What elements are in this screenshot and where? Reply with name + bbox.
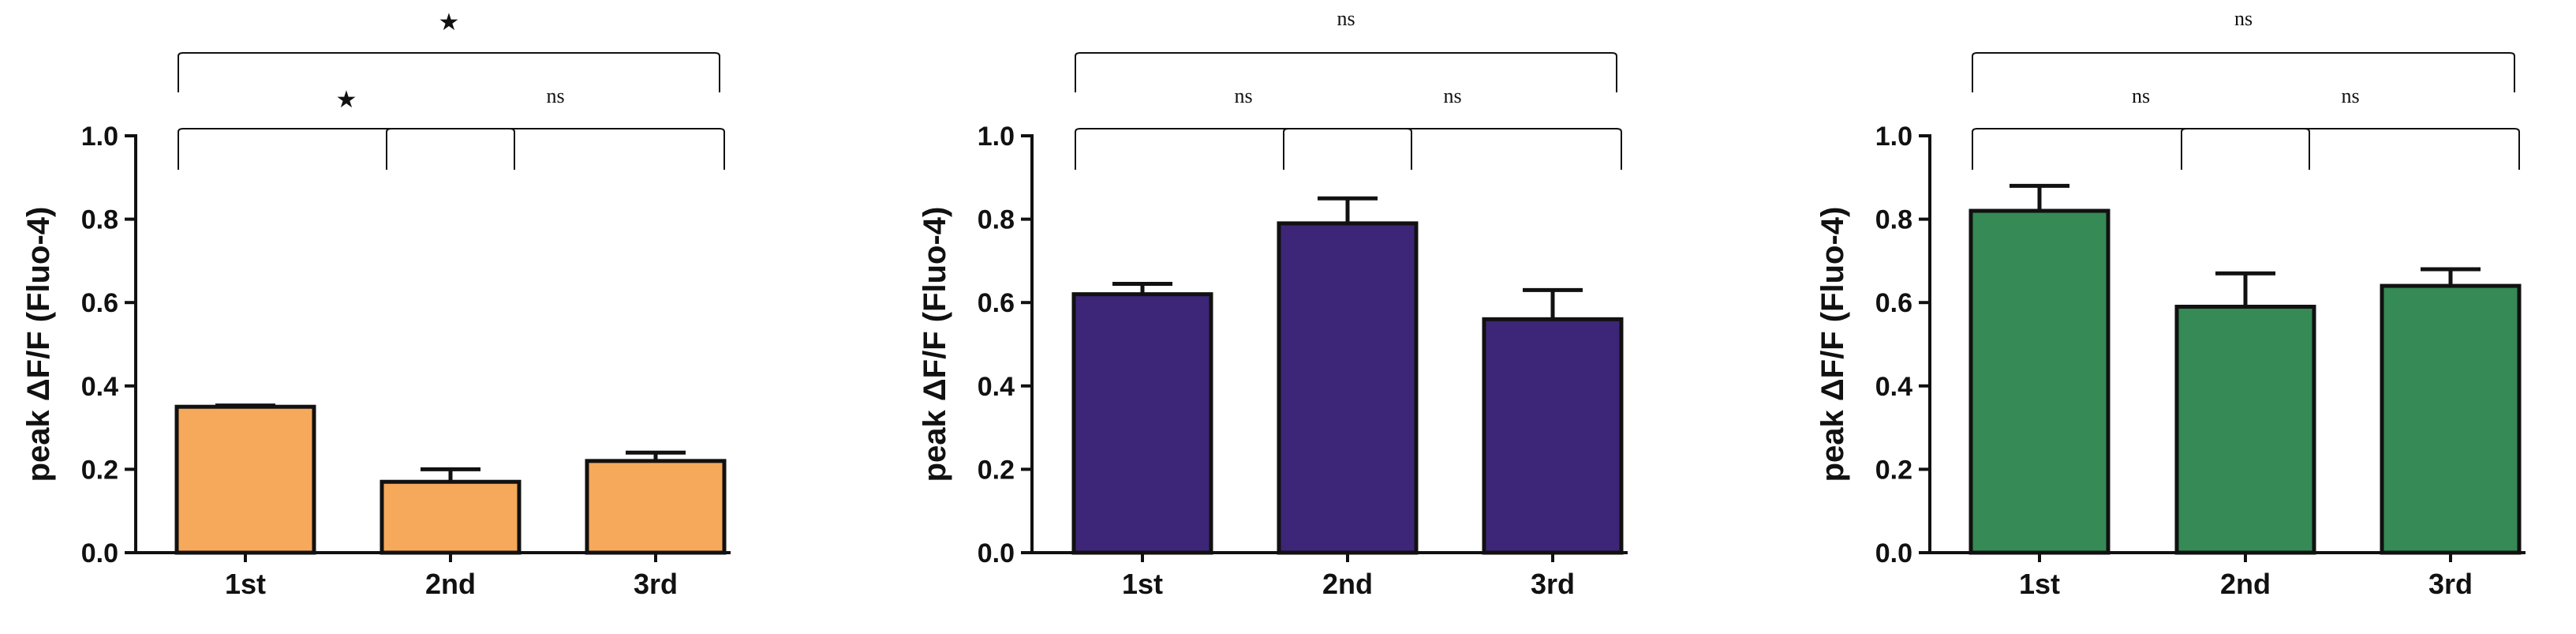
significance-bracket (1075, 52, 1617, 92)
bar (585, 459, 727, 555)
bar (379, 479, 522, 555)
significance-label: ★ (336, 86, 357, 114)
y-axis-label: peak ΔF/F (Fluo-4) (918, 207, 952, 482)
bar (1968, 208, 2111, 555)
significance-bracket (178, 52, 720, 92)
y-tick-label: 1.0 (978, 122, 1015, 152)
y-axis-label: peak ΔF/F (Fluo-4) (21, 207, 56, 482)
significance-bracket (178, 128, 515, 170)
bar (2174, 304, 2316, 555)
significance-label: ns (2341, 84, 2359, 107)
x-tick-label: 2nd (2220, 568, 2271, 600)
bar (1277, 221, 1419, 555)
y-tick-label: 0.6 (81, 288, 118, 318)
y-tick-label: 0.2 (81, 455, 118, 485)
y-tick-label: 0.6 (978, 288, 1015, 318)
bar (2380, 283, 2522, 555)
y-tick-label: 0.4 (978, 372, 1015, 402)
significance-label: ns (2234, 7, 2253, 30)
x-tick-label: 2nd (425, 568, 476, 600)
x-tick-label: 3rd (634, 568, 678, 600)
x-tick-label: 2nd (1322, 568, 1373, 600)
x-tick-label: 1st (225, 568, 266, 600)
significance-bracket (2181, 128, 2520, 170)
significance-label: ns (1234, 84, 1252, 107)
significance-label: ns (2132, 84, 2150, 107)
significance-label: ★ (439, 9, 460, 36)
y-tick-label: 0.8 (978, 205, 1015, 235)
y-tick-label: 1.0 (81, 122, 118, 152)
y-tick-label: 0.4 (1875, 372, 1912, 402)
x-tick-label: 3rd (2428, 568, 2473, 600)
y-axis-label: peak ΔF/F (Fluo-4) (1815, 207, 1850, 482)
significance-bracket (1075, 128, 1412, 170)
x-tick-label: 1st (1122, 568, 1163, 600)
significance-label: ns (1443, 84, 1461, 107)
significance-bracket (1283, 128, 1622, 170)
bar (174, 404, 316, 555)
y-tick-label: 1.0 (1875, 122, 1912, 152)
significance-label: ns (1337, 7, 1355, 30)
y-tick-label: 0.2 (978, 455, 1015, 485)
y-tick-label: 0.8 (1875, 205, 1912, 235)
y-tick-label: 0.0 (978, 538, 1015, 568)
chart-panel-2: 0.0 0.2 0.4 0.6 0.8 1.0 peak ΔF/F (Fluo-4) 1st 2… (918, 7, 1628, 600)
significance-bracket (1972, 128, 2310, 170)
x-tick-label: 1st (2019, 568, 2060, 600)
y-tick-label: 0.8 (81, 205, 118, 235)
y-tick-label: 0.4 (81, 372, 118, 402)
x-tick-label: 3rd (1531, 568, 1575, 600)
bar (1071, 292, 1213, 555)
significance-bracket (1972, 52, 2515, 92)
y-tick-label: 0.6 (1875, 288, 1912, 318)
y-tick-label: 0.0 (1875, 538, 1912, 568)
y-tick-label: 0.0 (81, 538, 118, 568)
bar (1482, 317, 1624, 555)
chart-panel-1: 0.0 0.2 0.4 0.6 0.8 1.0 peak ΔF/F (Fluo-4) 1st 2… (21, 9, 731, 600)
chart-panel-3: 0.0 0.2 0.4 0.6 0.8 1.0 peak ΔF/F (Fluo-4) 1st 2… (1815, 7, 2526, 600)
significance-bracket (386, 128, 725, 170)
y-tick-label: 0.2 (1875, 455, 1912, 485)
significance-label: ns (546, 84, 564, 107)
